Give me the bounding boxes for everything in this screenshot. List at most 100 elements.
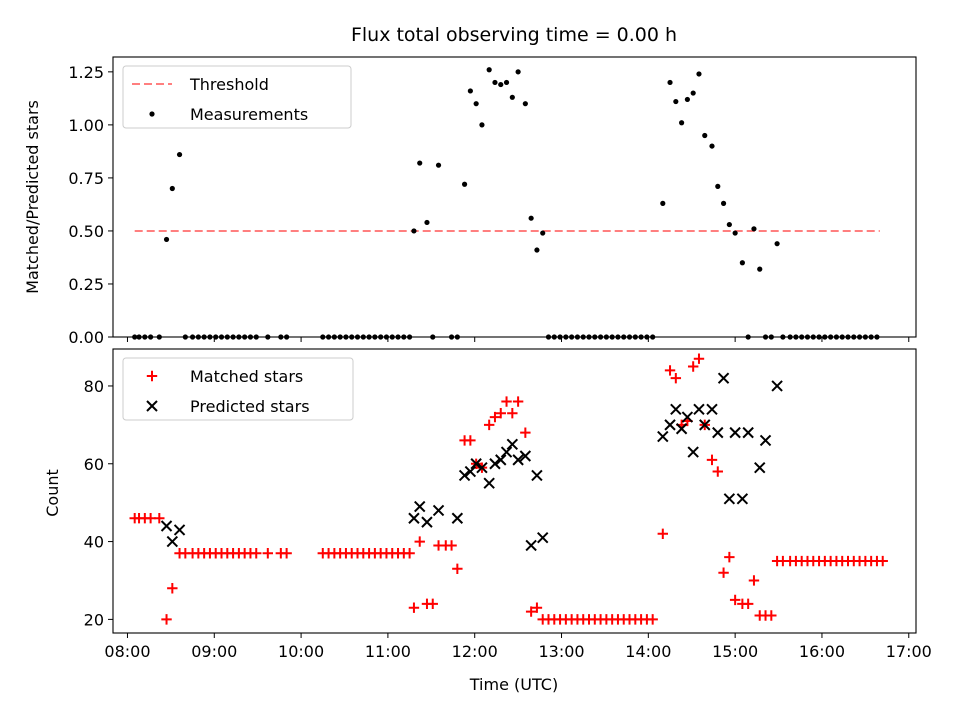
predicted-stars-point — [723, 493, 736, 505]
matched-stars-point — [687, 361, 699, 372]
measurements-point — [424, 219, 430, 226]
x-tick-label: 11:00 — [365, 642, 411, 661]
predicted-stars-point — [421, 516, 433, 528]
x-tick-label: 17:00 — [886, 642, 932, 661]
matched-stars-point — [670, 372, 682, 384]
measurements-point — [467, 88, 473, 94]
matched-stars-point — [408, 602, 420, 613]
legend-label: Measurements — [190, 105, 308, 124]
bottom-plot-area: 20 40 60 80 08:00 09:00 10:00 11:00 12:00 13:00 14… — [84, 348, 932, 661]
predicted-stars-point — [729, 426, 741, 439]
measurements-point — [498, 81, 504, 88]
legend-label: Threshold — [189, 75, 269, 94]
chart-title: Flux total observing time = 0.00 h — [351, 24, 677, 46]
measurements-point — [435, 162, 442, 168]
legend-swatch — [146, 370, 158, 382]
measurements-point — [473, 101, 479, 107]
matched-stars-point — [657, 528, 669, 539]
legend-swatch — [146, 400, 158, 412]
measurements-point — [492, 79, 498, 86]
matched-stars-point — [446, 540, 457, 551]
predicted-stars-point — [166, 535, 179, 548]
predicted-stars-point — [464, 465, 477, 478]
predicted-stars-point — [681, 411, 694, 423]
measurements-point — [726, 221, 732, 228]
measurements-point — [673, 98, 679, 105]
top-plot-area: 0.00 0.25 0.50 0.75 1.00 1.25 Threshold Measure… — [68, 56, 917, 347]
matched-stars-point — [877, 555, 888, 567]
top-y-axis-label: Matched/Predicted stars — [23, 100, 42, 294]
measurements-point — [515, 69, 521, 75]
measurements-point — [684, 96, 690, 103]
predicted-stars-point — [699, 419, 711, 431]
bottom-y-axis-label: Count — [43, 469, 62, 517]
predicted-stars-point — [489, 458, 501, 470]
measurements-point — [732, 230, 738, 236]
measurements-point — [690, 90, 696, 96]
matched-stars-point — [647, 614, 658, 625]
x-tick-label: 14:00 — [625, 642, 671, 661]
y-tick-label: 1.25 — [68, 63, 104, 82]
predicted-stars-point — [736, 493, 749, 505]
matched-stars-point — [712, 466, 723, 477]
measurements-point — [715, 183, 721, 189]
measurements-point — [660, 200, 666, 206]
matched-stars-point — [531, 602, 543, 613]
predicted-stars-point — [675, 423, 688, 435]
y-tick-label: 0.00 — [68, 328, 104, 347]
measurements-point — [509, 94, 515, 100]
y-tick-label: 1.00 — [68, 116, 104, 135]
predicted-stars-point — [512, 454, 524, 466]
matched-stars-point — [167, 583, 178, 594]
matched-stars-point — [251, 548, 262, 559]
matched-stars-point — [724, 551, 735, 563]
matched-stars-point — [718, 567, 729, 578]
predicted-stars-point — [483, 477, 495, 489]
matched-stars-point — [507, 407, 518, 419]
matched-stars-point — [404, 548, 415, 559]
matched-stars-point — [452, 563, 463, 575]
matched-stars-point — [693, 353, 705, 364]
predicted-stars-point — [742, 426, 754, 439]
matched-stars-point — [414, 536, 425, 547]
measurements-point — [696, 71, 702, 77]
measurements-point — [528, 215, 534, 221]
predicted-stars-point — [531, 469, 543, 482]
legend-label: Predicted stars — [190, 397, 310, 416]
measurements-point — [739, 260, 745, 266]
matched-stars-point — [525, 606, 537, 617]
x-tick-label: 12:00 — [452, 642, 498, 661]
matched-stars-point — [281, 548, 292, 559]
predicted-stars-point — [687, 446, 699, 458]
x-tick-label: 16:00 — [799, 642, 845, 661]
y-tick-label: 20 — [84, 610, 104, 629]
y-tick-label: 60 — [84, 455, 104, 474]
plot-frame — [112, 56, 917, 338]
matched-stars-point — [729, 594, 741, 606]
predicted-stars-point — [173, 524, 186, 536]
y-tick-label: 0.75 — [68, 169, 104, 188]
x-tick-label: 15:00 — [712, 642, 758, 661]
matched-stars-point — [489, 411, 501, 423]
x-tick-label: 09:00 — [191, 642, 237, 661]
matched-stars-point — [465, 435, 476, 446]
predicted-stars-point — [693, 403, 705, 416]
measurements-point — [522, 101, 528, 107]
predicted-stars-point — [771, 380, 783, 392]
plot-frame — [112, 348, 917, 634]
matched-stars-point — [520, 427, 531, 438]
predicted-stars-point — [525, 539, 537, 552]
matched-stars-point — [501, 396, 512, 407]
measurements-point — [702, 132, 708, 139]
predicted-stars-point — [664, 419, 676, 431]
predicted-stars-point — [500, 446, 513, 458]
legend-swatch — [149, 111, 155, 117]
predicted-stars-point — [476, 461, 488, 474]
predicted-stars-point — [537, 531, 549, 544]
measurements-point — [411, 228, 417, 234]
matched-stars-point — [742, 598, 754, 610]
predicted-stars-point — [717, 372, 730, 384]
predicted-stars-point — [519, 450, 532, 462]
predicted-stars-point — [432, 504, 445, 517]
